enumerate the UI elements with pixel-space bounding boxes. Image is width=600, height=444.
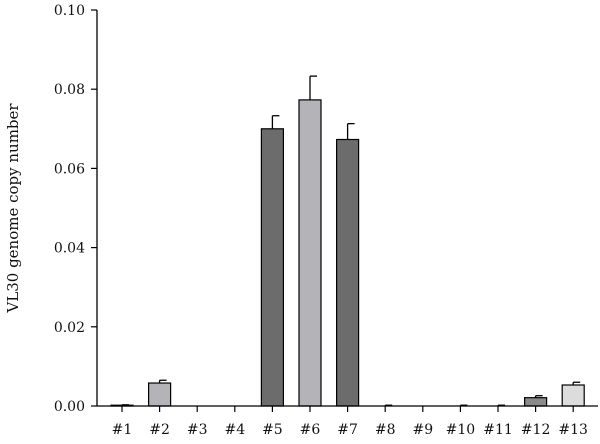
bar-6 bbox=[298, 99, 322, 407]
x-axis: #1 #2 #3 #4 #5 #6 #7 #8 #9 #10 #11 #12 #13 bbox=[97, 405, 598, 438]
y-axis: 0.00 0.02 0.04 0.06 0.08 0.10 bbox=[54, 3, 98, 415]
x-tick-label: #5 bbox=[262, 422, 283, 438]
x-tick-label: #10 bbox=[446, 422, 476, 438]
x-tick-label: #2 bbox=[149, 422, 170, 438]
x-tick-label: #9 bbox=[412, 422, 433, 438]
x-tick-label: #6 bbox=[300, 422, 321, 438]
x-tick-label: #1 bbox=[112, 422, 133, 438]
y-tick-label: 0.04 bbox=[54, 241, 85, 257]
x-tick-label: #11 bbox=[483, 422, 513, 438]
y-tick-label: 0.02 bbox=[54, 320, 85, 336]
bar-2 bbox=[148, 382, 172, 407]
x-tick-label: #3 bbox=[187, 422, 208, 438]
bar-5 bbox=[260, 128, 284, 407]
x-tick-label: #7 bbox=[337, 422, 358, 438]
x-tick-label: #12 bbox=[521, 422, 551, 438]
bar-12 bbox=[523, 397, 548, 407]
y-tick-label: 0.00 bbox=[54, 399, 85, 415]
x-tick-label: #13 bbox=[558, 422, 588, 438]
y-tick-label: 0.06 bbox=[54, 161, 85, 177]
bars-group bbox=[110, 75, 585, 407]
x-tick-label: #4 bbox=[224, 422, 245, 438]
x-tick-label: #8 bbox=[375, 422, 396, 438]
y-axis-title: VL30 genome copy number bbox=[4, 103, 22, 314]
y-tick-label: 0.10 bbox=[54, 3, 85, 19]
bar-7 bbox=[336, 138, 360, 407]
y-tick-label: 0.08 bbox=[54, 82, 85, 98]
bar-13 bbox=[561, 384, 585, 407]
